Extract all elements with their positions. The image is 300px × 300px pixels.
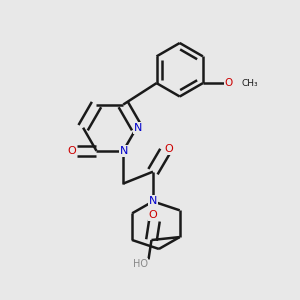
Text: N: N — [120, 146, 129, 156]
Text: O: O — [165, 144, 173, 154]
Text: CH₃: CH₃ — [242, 79, 258, 88]
Text: N: N — [134, 123, 142, 133]
Text: O: O — [148, 210, 157, 220]
Text: N: N — [149, 196, 158, 206]
Text: O: O — [68, 146, 76, 156]
Text: HO: HO — [133, 259, 148, 269]
Text: O: O — [225, 78, 233, 88]
